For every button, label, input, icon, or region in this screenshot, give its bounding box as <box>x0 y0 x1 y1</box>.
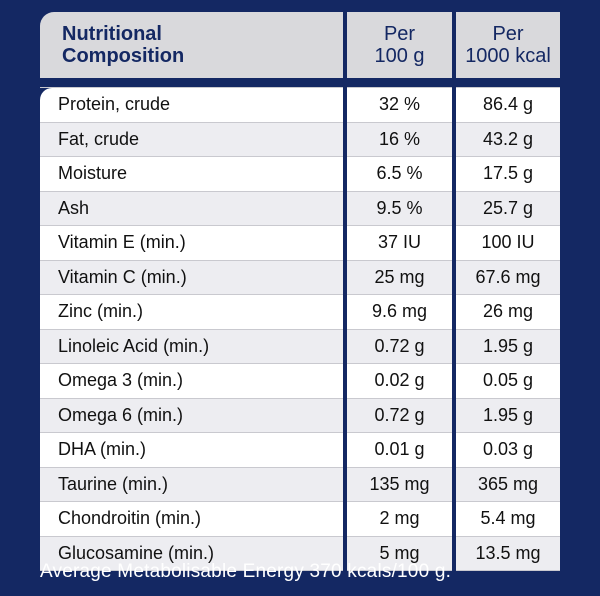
energy-footnote: Average Metabolisable Energy 370 kcals/1… <box>40 561 452 582</box>
nutrient-name: Omega 6 (min.) <box>40 398 347 433</box>
per-100g-value: 25 mg <box>345 260 456 295</box>
nutrient-name: Omega 3 (min.) <box>40 363 347 399</box>
per-100g-value: 0.72 g <box>345 398 456 433</box>
table-header: Nutritional Composition Per 100 g Per 10… <box>40 12 560 78</box>
per-100g-value: 9.5 % <box>345 191 456 226</box>
table-row: DHA (min.) 0.01 g 0.03 g <box>40 432 560 468</box>
per-100g-value: 5 mg <box>345 536 456 571</box>
nutrient-name: Protein, crude <box>40 87 347 123</box>
table-row: Omega 6 (min.) 0.72 g 1.95 g <box>40 398 560 433</box>
per-100g-value: 6.5 % <box>345 156 456 192</box>
per-1000kcal-value: 86.4 g <box>454 87 560 123</box>
per-1000kcal-value: 67.6 mg <box>454 260 560 295</box>
nutrient-name: Zinc (min.) <box>40 294 347 330</box>
nutrient-name: Taurine (min.) <box>40 467 347 502</box>
per-100g-value: 0.72 g <box>345 329 456 364</box>
per-1000kcal-value: 43.2 g <box>454 122 560 157</box>
nutrition-table-container: Nutritional Composition Per 100 g Per 10… <box>40 12 560 571</box>
per-1000kcal-value: 0.05 g <box>454 363 560 399</box>
table-row: Vitamin E (min.) 37 IU 100 IU <box>40 225 560 261</box>
per-100g-value: 135 mg <box>345 467 456 502</box>
per-1000kcal-value: 365 mg <box>454 467 560 502</box>
nutrient-name: Glucosamine (min.) <box>40 536 347 571</box>
per-1000kcal-value: 25.7 g <box>454 191 560 226</box>
per-1000kcal-value: 1.95 g <box>454 398 560 433</box>
per-1000kcal-value: 1.95 g <box>454 329 560 364</box>
nutrient-name: Vitamin C (min.) <box>40 260 347 295</box>
table-row: Linoleic Acid (min.) 0.72 g 1.95 g <box>40 329 560 364</box>
table-row: Fat, crude 16 % 43.2 g <box>40 122 560 157</box>
table-row: Omega 3 (min.) 0.02 g 0.05 g <box>40 363 560 399</box>
table-row: Chondroitin (min.) 2 mg 5.4 mg <box>40 501 560 537</box>
nutrient-name: Vitamin E (min.) <box>40 225 347 261</box>
nutrient-name: Chondroitin (min.) <box>40 501 347 537</box>
table-body: Protein, crude 32 % 86.4 g Fat, crude 16 % 43… <box>40 78 560 571</box>
table-row: Vitamin C (min.) 25 mg 67.6 mg <box>40 260 560 295</box>
table-row: Ash 9.5 % 25.7 g <box>40 191 560 226</box>
per-1000kcal-value: 5.4 mg <box>454 501 560 537</box>
nutrient-name: DHA (min.) <box>40 432 347 468</box>
per-1000kcal-value: 13.5 mg <box>454 536 560 571</box>
per-100g-value: 0.02 g <box>345 363 456 399</box>
nutrient-name: Ash <box>40 191 347 226</box>
header-nutritional-composition: Nutritional Composition <box>40 12 347 78</box>
per-100g-value: 37 IU <box>345 225 456 261</box>
header-per-100g: Per 100 g <box>345 12 456 78</box>
nutrient-name: Fat, crude <box>40 122 347 157</box>
per-1000kcal-value: 26 mg <box>454 294 560 330</box>
per-1000kcal-value: 0.03 g <box>454 432 560 468</box>
table-row: Zinc (min.) 9.6 mg 26 mg <box>40 294 560 330</box>
nutrition-table: Nutritional Composition Per 100 g Per 10… <box>40 12 560 571</box>
per-1000kcal-value: 100 IU <box>454 225 560 261</box>
table-row: Glucosamine (min.) 5 mg 13.5 mg <box>40 536 560 571</box>
nutrient-name: Moisture <box>40 156 347 192</box>
per-100g-value: 16 % <box>345 122 456 157</box>
header-per-1000kcal: Per 1000 kcal <box>454 12 560 78</box>
table-row: Taurine (min.) 135 mg 365 mg <box>40 467 560 502</box>
nutrient-name: Linoleic Acid (min.) <box>40 329 347 364</box>
per-100g-value: 9.6 mg <box>345 294 456 330</box>
per-100g-value: 2 mg <box>345 501 456 537</box>
per-1000kcal-value: 17.5 g <box>454 156 560 192</box>
table-row: Protein, crude 32 % 86.4 g <box>40 87 560 123</box>
per-100g-value: 32 % <box>345 87 456 123</box>
table-row: Moisture 6.5 % 17.5 g <box>40 156 560 192</box>
per-100g-value: 0.01 g <box>345 432 456 468</box>
